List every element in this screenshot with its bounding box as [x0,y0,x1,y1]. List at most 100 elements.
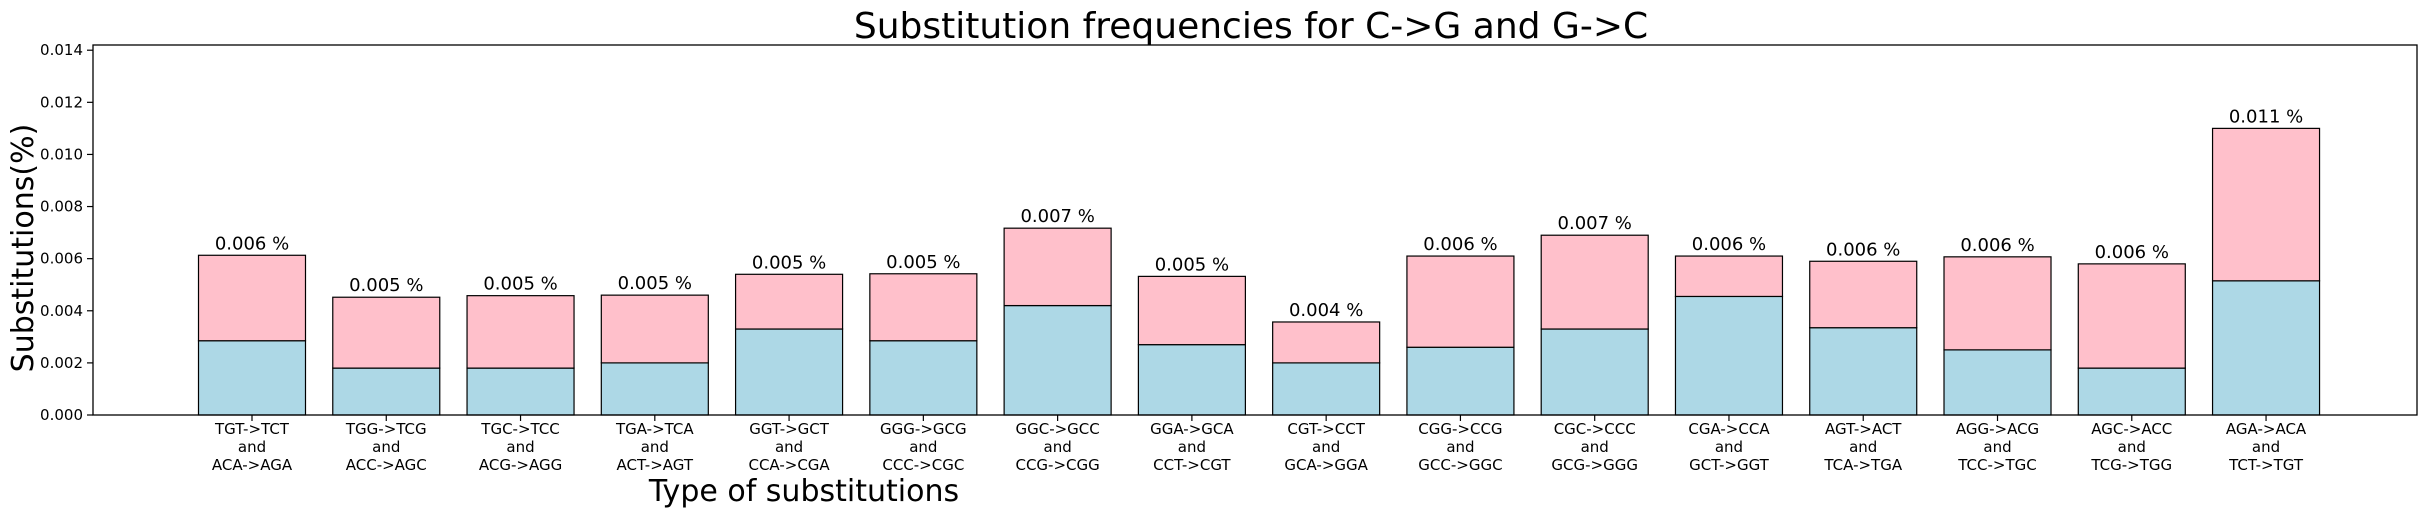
bar-segment-upper [2077,263,2186,369]
x-tick-label: CGC->CCC [1554,420,1636,438]
x-tick-label: ACC->AGC [346,456,427,474]
bar-segment-upper [2211,127,2321,282]
x-tick-label: GGA->GCA [1150,420,1234,438]
x-tick-label: GCG->GGG [1551,456,1638,474]
bar-segment-lower [466,367,575,416]
x-tick-label: and [506,438,534,456]
y-tick-label: 0.002 [40,354,83,372]
bar-data-label: 0.005 % [886,252,960,273]
x-tick-label: CCA->CGA [748,456,830,474]
plot-area: 0.000 0.002 0.004 0.006 0.008 0.010 0.012 0.014… [40,41,2321,474]
bar-data-label: 0.005 % [1155,254,1229,275]
bar-segment-lower [1137,344,1246,416]
bar-segment-upper [1272,321,1381,364]
x-tick-label: and [1044,438,1072,456]
bar-segment-lower [2077,367,2186,416]
x-tick-label: AGG->ACG [1956,420,2039,438]
x-tick-label: GGC->GCC [1015,420,1099,438]
bar-segment-upper [1943,256,2052,351]
x-tick-label: GGT->GCT [749,420,830,438]
x-tick-label: TCG->TGG [2090,456,2172,474]
x-tick-label: ACA->AGA [212,456,293,474]
x-tick-label: TCC->TGC [1957,456,2036,474]
x-tick-label: and [372,438,400,456]
x-tick-label: and [2252,438,2280,456]
bar-data-label: 0.011 % [2229,106,2303,127]
bar-data-label: 0.006 % [1960,235,2034,256]
x-tick-label: TCA->TGA [1823,456,1902,474]
x-tick-label: AGA->ACA [2226,420,2307,438]
bar-segment-upper [1137,275,1246,346]
x-tick-label: ACT->AGT [617,456,694,474]
bar-segment-lower [600,362,709,416]
x-tick-label: AGT->ACT [1825,420,1902,438]
bar-data-label: 0.005 % [752,252,826,273]
x-tick-label: GGG->GCG [880,420,967,438]
x-tick-label: TCT->TGT [2228,456,2304,474]
x-tick-label: TGT->TCT [214,420,290,438]
bar-segment-upper [1540,234,1649,330]
x-tick-label: TGA->TCA [615,420,694,438]
bar-segment-lower [1540,328,1649,416]
bar-data-label: 0.006 % [215,233,289,254]
y-axis-label: Substitutions(%) [6,124,41,373]
x-tick-label: TGG->TCG [345,420,427,438]
bar-data-label: 0.007 % [1558,213,1632,234]
bar-segment-lower [1809,327,1918,416]
y-tick-label: 0.004 [40,302,83,320]
bar-segment-upper [197,254,307,342]
y-tick-label: 0.010 [40,145,83,163]
y-tick-label: 0.012 [40,93,83,111]
bar-segment-upper [869,273,978,342]
x-tick-label: and [1581,438,1609,456]
x-tick-label: TGC->TCC [480,420,559,438]
x-tick-label: and [238,438,266,456]
bar-segment-lower [1003,304,1112,416]
bar-segment-upper [734,273,844,330]
x-tick-label: and [1715,438,1743,456]
bar-data-label: 0.006 % [2095,242,2169,263]
x-tick-label: and [909,438,937,456]
x-tick-label: GCC->GGC [1418,456,1502,474]
x-tick-label: CGA->CCA [1688,420,1770,438]
y-tick-label: 0.006 [40,250,83,268]
y-tick-label: 0.014 [40,41,83,59]
x-tick-label: ACG->AGG [479,456,562,474]
chart-title: Substitution frequencies for C->G and G-… [854,6,1648,47]
x-tick-label: CGT->CCT [1287,420,1365,438]
bar-segment-upper [1406,255,1515,348]
bar-segment-upper [1809,260,1918,329]
x-tick-label: and [1178,438,1206,456]
bar-segment-upper [466,295,575,369]
bar-segment-upper [1674,255,1784,298]
x-tick-label: and [2118,438,2146,456]
bar-data-label: 0.005 % [483,274,557,295]
x-tick-label: and [1446,438,1474,456]
bar-segment-lower [1272,362,1381,416]
bar-segment-lower [1406,346,1515,416]
y-tick-label: 0.008 [40,198,83,216]
x-axis-label: Type of substitutions [648,474,959,509]
bar-data-label: 0.006 % [1692,234,1766,255]
x-tick-label: GCT->GGT [1689,456,1770,474]
bar-segment-lower [869,340,978,416]
x-tick-label: and [1312,438,1340,456]
bar-data-label: 0.005 % [349,275,423,296]
x-tick-label: and [641,438,669,456]
x-tick-label: and [1849,438,1877,456]
bar-segment-lower [1943,349,2052,416]
x-tick-label: CCC->CGC [882,456,964,474]
x-tick-label: and [775,438,803,456]
bar-segment-lower [332,367,441,416]
bar-segment-lower [734,328,844,416]
bar-segment-lower [1674,295,1784,416]
bar-segment-upper [332,296,441,369]
x-tick-label: GCA->GGA [1284,456,1368,474]
x-tick-label: and [1983,438,2011,456]
x-tick-label: AGC->ACC [2091,420,2172,438]
bar-data-label: 0.006 % [1826,239,1900,260]
bar-segment-lower [197,340,307,416]
bar-data-label: 0.004 % [1289,300,1363,321]
